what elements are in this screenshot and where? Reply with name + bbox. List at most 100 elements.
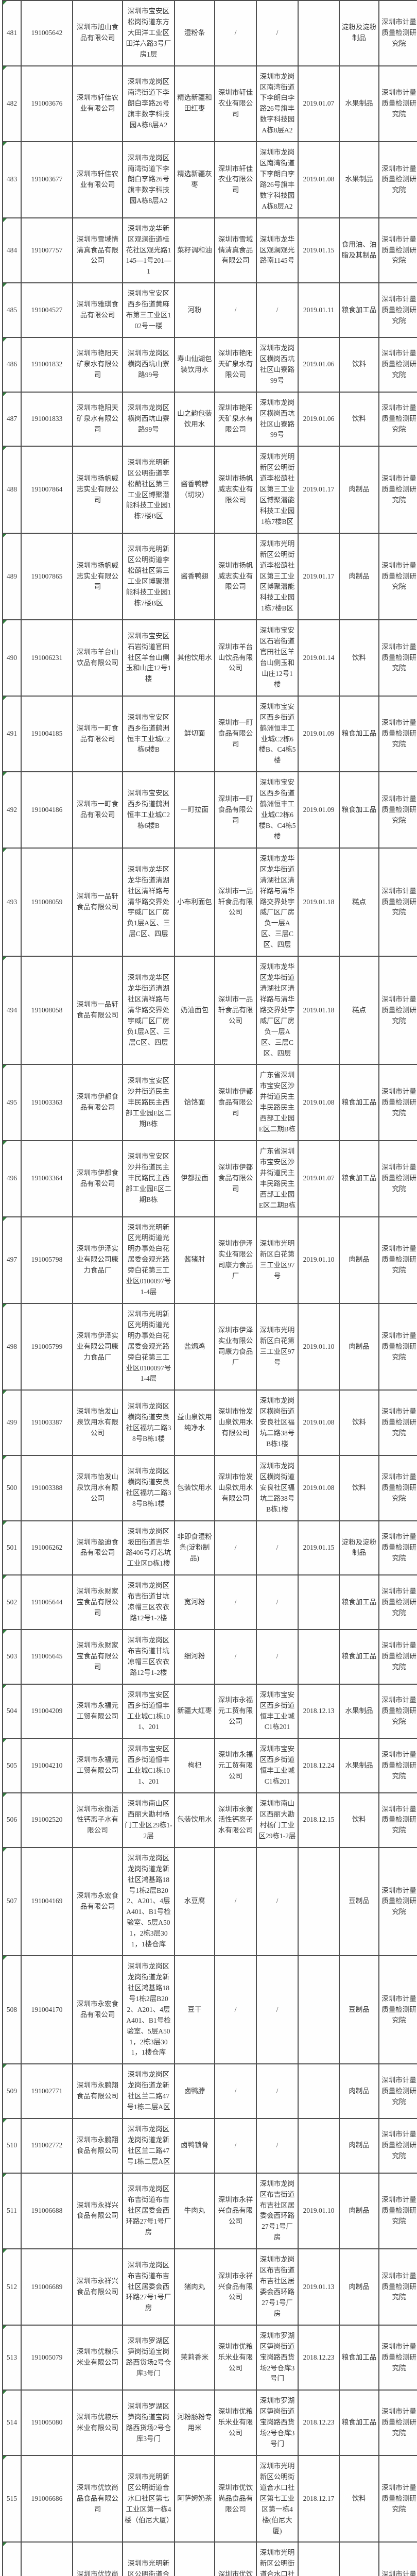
cell-agency: 深圳市计量质量检测研究院: [378, 2172, 417, 2250]
cell-unit-address: 深圳市龙岗区南湾街道下李朗白李路26号旗丰数字科技园A栋8层A2: [256, 65, 299, 143]
cell-product: 酱香鸭脖（切块）: [174, 446, 215, 534]
cell-company: 深圳市扬帆威志实业有限公司: [72, 446, 123, 534]
table-row: 516191006687深圳市优饮尚品食品有限公司深圳市光明新区公明街道合水口社…: [2, 2541, 417, 2576]
cell-company: 深圳市盈迪食品有限公司: [72, 1520, 123, 1576]
cell-agency: 深圳市计量质量检测研究院: [378, 1302, 417, 1391]
cell-sampled-unit: 深圳市优饮尚品食品有限公司: [214, 2454, 257, 2543]
cell-sampled-unit: 深圳市伊泽实业有限公司康力食品厂: [214, 1216, 257, 1304]
cell-category: 淀粉及淀粉制品: [339, 0, 379, 66]
cell-product: 饸饹面: [174, 1064, 215, 1141]
cell-sample-id: 191004210: [21, 1738, 73, 1794]
cell-sampled-unit: 深圳市永福元工贸有限公司: [214, 1683, 257, 1739]
cell-sampled-unit: 深圳市伊都食品有限公司: [214, 1064, 257, 1141]
cell-category: 水果制品: [339, 1683, 379, 1739]
cell-sample-id: 191003363: [21, 1064, 73, 1141]
cell-production-date: 2019.01.06: [298, 336, 340, 393]
cell-product: 奶油面包: [174, 956, 215, 1065]
cell-unit-address: 广东省深圳市宝安区沙井街道民主丰民路民主西部工业园E区二期B栋: [256, 1140, 299, 1217]
cell-agency: 深圳市计量质量检测研究院: [378, 532, 417, 621]
table-row: 492 191004186 深圳市一町食品有限公司 深圳市宝安区西乡街道鹤洲恒丰工业城…: [2, 771, 417, 849]
cell-production-date: [298, 2063, 340, 2120]
cell-product: 湿粉条: [174, 0, 215, 66]
cell-seq: 505: [2, 1738, 22, 1794]
cell-seq: 503: [2, 1629, 22, 1685]
cell-category: 肉制品: [339, 2118, 379, 2174]
cell-sampled-unit: 深圳市扬帆威志实业有限公司: [214, 532, 257, 621]
cell-company: 深圳市一町食品有限公司: [72, 695, 123, 773]
cell-product: 卤鸭锁骨: [174, 2118, 215, 2174]
cell-seq: 495: [2, 1064, 22, 1141]
cell-sampled-unit: /: [214, 1629, 257, 1685]
cell-sample-id: 191001832: [21, 336, 73, 393]
cell-sampled-unit: /: [214, 0, 257, 66]
cell-product: 山之韵包装饮用水: [174, 391, 215, 447]
cell-company-address: 深圳市宝安区西乡街道鹤洲恒丰工业城C2栋6楼B: [122, 695, 175, 773]
cell-seq: 489: [2, 532, 22, 621]
cell-sample-id: 191004209: [21, 1683, 73, 1739]
cell-unit-address: 深圳市光明新区白花第三工业区97号: [256, 1302, 299, 1391]
cell-category: 糕点: [339, 847, 379, 957]
cell-product: 其他饮用水: [174, 619, 215, 697]
cell-product: 宽河粉: [174, 1574, 215, 1630]
cell-company: 深圳市艳阳天矿泉水有限公司: [72, 336, 123, 393]
cell-sample-id: 191002772: [21, 2118, 73, 2174]
cell-seq: 487: [2, 391, 22, 447]
cell-unit-address: 深圳市龙华区龙华街道清湖社区清祥路与清华路交界处宇威厂区厂房负一层A区、三层C区…: [256, 956, 299, 1065]
cell-category: 粮食加工品: [339, 2389, 379, 2456]
cell-unit-address: 深圳市龙岗区横岗街道安良社区福坑二路38号B栋1楼: [256, 1455, 299, 1521]
cell-agency: 深圳市计量质量检测研究院: [378, 2118, 417, 2174]
cell-production-date: 2019.01.11: [298, 2541, 340, 2576]
cell-sample-id: 191006231: [21, 619, 73, 697]
cell-seq: 492: [2, 771, 22, 849]
cell-product: 阿萨姆奶茶: [174, 2454, 215, 2543]
cell-agency: 深圳市计量质量检测研究院: [378, 2324, 417, 2391]
cell-sampled-unit: 深圳市一町食品有限公司: [214, 695, 257, 773]
cell-product: 卤鸭脖: [174, 2063, 215, 2120]
cell-agency: 深圳市计量质量检测研究院: [378, 391, 417, 447]
cell-category: 饮料: [339, 336, 379, 393]
cell-company: 深圳市伊泽实业有限公司康力食品厂: [72, 1302, 123, 1391]
cell-sampled-unit: /: [214, 2118, 257, 2174]
cell-production-date: 2019.01.14: [298, 619, 340, 697]
cell-company-address: 深圳市宝安区西乡街道鹤洲恒丰工业城C2栋6楼B: [122, 771, 175, 849]
cell-company-address: 深圳市龙华区龙华街道清湖社区清祥路与清华路交界处宇威厂区厂房负1层A区、三层C区…: [122, 847, 175, 957]
cell-unit-address: 深圳市罗湖区笋岗街道宝岗路西货场2号仓库3号门: [256, 2324, 299, 2391]
cell-sampled-unit: 深圳市伊泽实业有限公司康力食品厂: [214, 1302, 257, 1391]
cell-production-date: 2019.01.18: [298, 847, 340, 957]
cell-product: 酱猪肘: [174, 1216, 215, 1304]
cell-sampled-unit: /: [214, 1955, 257, 2065]
cell-seq: 501: [2, 1520, 22, 1576]
cell-sampled-unit: 深圳市永祥兴食品有限公司: [214, 2172, 257, 2250]
cell-seq: 498: [2, 1302, 22, 1391]
cell-product: 鲜切面: [174, 695, 215, 773]
cell-sample-id: 191008059: [21, 847, 73, 957]
cell-sampled-unit: 深圳市雪域情清真食品有限公司: [214, 217, 257, 284]
cell-sampled-unit: 深圳市永祥兴食品有限公司: [214, 2248, 257, 2326]
table-row: 515 191006686 深圳市优饮尚品食品有限公司 深圳市光明新区公明街道合水口社…: [2, 2454, 417, 2543]
cell-sampled-unit: /: [214, 1574, 257, 1630]
cell-production-date: 2018.12.23: [298, 2324, 340, 2391]
cell-category: 肉制品: [339, 446, 379, 534]
cell-sampled-unit: /: [214, 282, 257, 338]
cell-product: 包装饮用水: [174, 1455, 215, 1521]
cell-agency: 深圳市计量质量检测研究院: [378, 847, 417, 957]
cell-company: 深圳市羊台山饮品有限公司: [72, 619, 123, 697]
cell-seq: 483: [2, 141, 22, 218]
table-row: 493 191008059 深圳市一品轩食品有限公司 深圳市龙华区龙华街道清湖社区清祥…: [2, 847, 417, 957]
cell-category: 粮食加工品: [339, 1064, 379, 1141]
cell-production-date: 2019.01.17: [298, 532, 340, 621]
cell-sampled-unit: 深圳市一町食品有限公司: [214, 771, 257, 849]
cell-category: 肉制品: [339, 532, 379, 621]
cell-company: 深圳市永祥兴食品有限公司: [72, 2172, 123, 2250]
cell-seq: 502: [2, 1574, 22, 1630]
cell-production-date: 2019.01.08: [298, 1064, 340, 1141]
cell-sample-id: 191003677: [21, 141, 73, 218]
cell-unit-address: 深圳市罗湖区笋岗街道宝岗路西货场2号仓库3号门: [256, 2389, 299, 2456]
cell-unit-address: 深圳市龙华区观澜观光路南1145号: [256, 217, 299, 284]
cell-company-address: 深圳市罗湖区笋岗街道宝岗路西货场2号仓库3号门: [122, 2389, 175, 2456]
cell-product: 三合一固体咖啡饮料: [174, 2541, 215, 2576]
cell-company: 深圳市一品轩食品有限公司: [72, 847, 123, 957]
table-row: 507 191004169 深圳市永宏食品有限公司 深圳市龙岗区龙岗街道龙新社区鸿基路…: [2, 1846, 417, 1957]
cell-company: 深圳市怡发山泉饮用水有限公司: [72, 1389, 123, 1456]
